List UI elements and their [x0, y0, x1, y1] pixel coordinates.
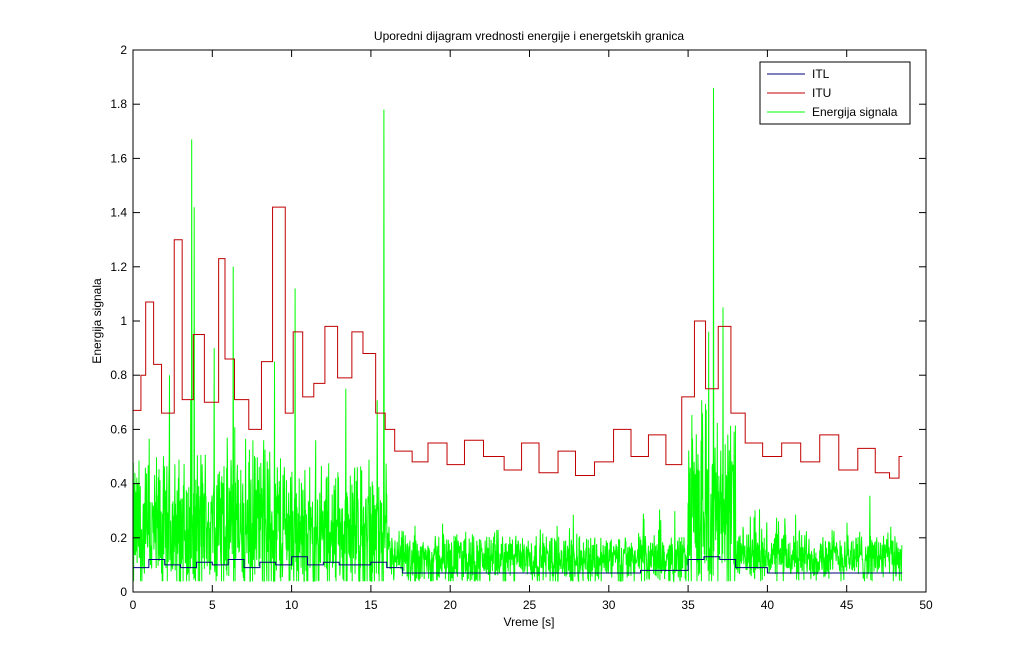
- plot-area: [132, 50, 926, 592]
- series-line-itu: [133, 206, 903, 479]
- x-tick-label: 0: [130, 598, 137, 612]
- axes: 0 5 10 15 20 25 30 35 40 45 50 0 0.2 0.4 0.6 0.8 1 1.2 1.4…: [110, 43, 933, 612]
- series-line-energija-signala: [132, 87, 903, 583]
- legend-label: ITU: [812, 86, 831, 100]
- y-tick-label: 2: [120, 43, 127, 57]
- y-tick-label: 1.8: [110, 97, 127, 111]
- x-tick-label: 10: [285, 598, 299, 612]
- legend-label: Energija signala: [812, 105, 898, 119]
- y-tick-label: 1.6: [110, 151, 127, 165]
- x-tick-label: 25: [523, 598, 537, 612]
- x-tick-label: 20: [444, 598, 458, 612]
- x-axis-label: Vreme [s]: [504, 615, 555, 629]
- y-tick-label: 1.2: [110, 260, 127, 274]
- x-tick-label: 30: [602, 598, 616, 612]
- x-tick-label: 5: [209, 598, 216, 612]
- y-tick-label: 0.2: [110, 531, 127, 545]
- x-tick-label: 45: [840, 598, 854, 612]
- y-tick-label: 0.4: [110, 477, 127, 491]
- y-tick-label: 0: [120, 585, 127, 599]
- legend-label: ITL: [812, 67, 830, 81]
- y-axis-label: Energija signala: [90, 278, 104, 364]
- x-tick-label: 50: [919, 598, 933, 612]
- y-tick-label: 0.8: [110, 368, 127, 382]
- y-tick-label: 1: [120, 314, 127, 328]
- plot-background: [133, 50, 926, 592]
- x-tick-label: 40: [761, 598, 775, 612]
- legend: ITL ITU Energija signala: [759, 61, 911, 125]
- y-tick-label: 0.6: [110, 422, 127, 436]
- x-tick-label: 15: [364, 598, 378, 612]
- chart-title: Uporedni dijagram vrednosti energije i e…: [374, 29, 684, 43]
- x-tick-label: 35: [681, 598, 695, 612]
- series-line-itl: [133, 556, 903, 574]
- y-tick-label: 1.4: [110, 206, 127, 220]
